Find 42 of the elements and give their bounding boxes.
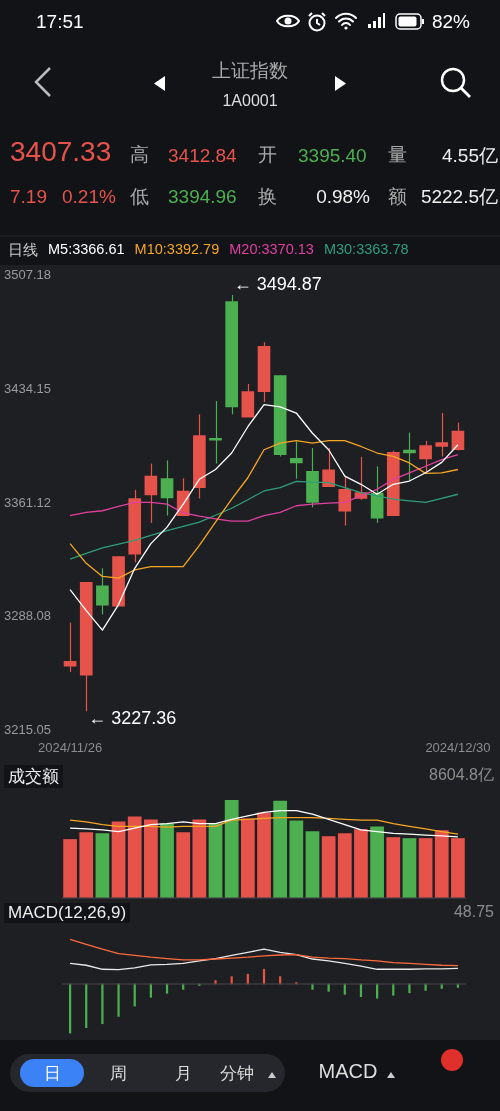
text: 日 <box>43 1063 61 1085</box>
text: 0.21% <box>62 185 116 209</box>
legend-title: 日线 <box>8 241 38 260</box>
x-tick-label: 2024/12/30 <box>425 739 491 755</box>
text: 低 <box>130 185 149 209</box>
text: 7.19 <box>10 185 47 209</box>
text: 17:51 <box>36 10 84 34</box>
text: 周 <box>109 1063 127 1085</box>
y-tick-label: 3507.18 <box>4 267 51 283</box>
text: 3395.40 <box>298 144 367 168</box>
y-tick-label: 3288.08 <box>4 608 51 624</box>
text: 0.98% <box>316 185 370 209</box>
text: 48.75 <box>453 903 494 921</box>
text: 3407.33 <box>10 136 112 167</box>
text: 上证指数 <box>211 59 289 83</box>
text: M5:3366.61 <box>48 241 125 259</box>
text: 1A0001 <box>221 92 279 110</box>
text: M10:3392.79 <box>134 241 220 259</box>
text: 3412.84 <box>168 144 237 168</box>
text: 月 <box>174 1063 192 1085</box>
text: 3394.96 <box>168 185 237 209</box>
chart-title: 成交额 <box>4 765 63 788</box>
text: 量 <box>388 143 407 167</box>
text: M30:3363.78 <box>323 241 409 259</box>
text: 82% <box>431 10 470 34</box>
text: M20:3370.13 <box>229 241 314 259</box>
text: 4.55亿 <box>442 144 498 168</box>
text: 5222.5亿 <box>420 185 498 209</box>
text: 分钟 <box>220 1063 254 1085</box>
y-tick-label: 3361.12 <box>4 494 51 510</box>
text: 额 <box>388 185 407 209</box>
chart-title: MACD(12,26,9) <box>4 903 131 923</box>
y-tick-label: 3434.15 <box>4 381 51 397</box>
text: 8604.8亿 <box>429 765 494 785</box>
annotation: ← 3227.36 <box>88 708 177 729</box>
annotation: ← 3494.87 <box>233 273 322 294</box>
y-tick-label: 3215.05 <box>4 721 51 737</box>
text: MACD <box>318 1060 378 1083</box>
x-tick-label: 2024/11/26 <box>38 739 103 755</box>
text: 开 <box>258 143 277 167</box>
text: 高 <box>130 143 149 167</box>
text: 换 <box>258 185 277 209</box>
